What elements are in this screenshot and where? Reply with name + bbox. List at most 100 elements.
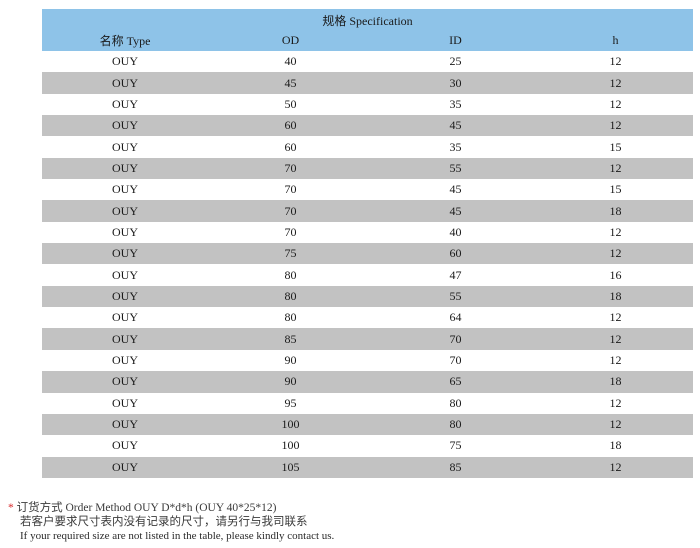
cell-id: 80 <box>373 413 538 436</box>
footnote-star: * <box>8 502 14 514</box>
cell-h: 12 <box>538 328 693 350</box>
table-row: OUY 80 47 16 <box>42 264 693 286</box>
cell-od: 80 <box>208 264 373 286</box>
cell-od: 80 <box>208 307 373 329</box>
cell-od: 80 <box>208 285 373 308</box>
table-row: OUY 70 45 18 <box>42 200 693 222</box>
cell-type: OUY <box>42 349 208 372</box>
cell-id: 45 <box>373 115 538 137</box>
cell-id: 35 <box>373 93 538 116</box>
cell-od: 50 <box>208 93 373 116</box>
table-row: OUY 70 55 12 <box>42 157 693 180</box>
header-h: h <box>538 29 693 51</box>
cell-h: 12 <box>538 157 693 180</box>
table-row: OUY 105 85 12 <box>42 456 693 478</box>
cell-type: OUY <box>42 307 208 329</box>
cell-id: 80 <box>373 392 538 414</box>
cell-od: 40 <box>208 51 373 73</box>
table-row: OUY 40 25 12 <box>42 51 693 73</box>
note-cn: 若客户要求尺寸表内没有记录的尺寸，请另行与我司联系 <box>20 516 308 528</box>
cell-type: OUY <box>42 136 208 158</box>
cell-id: 64 <box>373 307 538 329</box>
table-row: OUY 75 60 12 <box>42 243 693 265</box>
cell-h: 12 <box>538 349 693 372</box>
header-id: ID <box>373 29 538 51</box>
order-method-text: 订货方式 Order Method OUY D*d*h (OUY 40*25*1… <box>16 502 277 514</box>
table-row: OUY 100 80 12 <box>42 413 693 436</box>
table-row: OUY 45 30 12 <box>42 72 693 94</box>
table-row: OUY 90 70 12 <box>42 349 693 372</box>
cell-type: OUY <box>42 115 208 137</box>
cell-od: 90 <box>208 371 373 393</box>
table-row: OUY 60 45 12 <box>42 115 693 137</box>
order-method-line: * 订货方式 Order Method OUY D*d*h (OUY 40*25… <box>8 501 334 515</box>
table-row: OUY 80 55 18 <box>42 285 693 308</box>
table-row: OUY 50 35 12 <box>42 93 693 116</box>
cell-type: OUY <box>42 179 208 201</box>
cell-id: 45 <box>373 179 538 201</box>
cell-type: OUY <box>42 371 208 393</box>
table-row: OUY 80 64 12 <box>42 307 693 329</box>
cell-id: 55 <box>373 285 538 308</box>
cell-type: OUY <box>42 200 208 222</box>
cell-h: 12 <box>538 72 693 94</box>
table-body: OUY 40 25 12 OUY 45 30 12 OUY 50 35 12 OUY 60 45 12 OUY 6… <box>42 51 693 478</box>
cell-h: 12 <box>538 115 693 137</box>
cell-h: 12 <box>538 456 693 478</box>
table-row: OUY 100 75 18 <box>42 435 693 457</box>
cell-od: 45 <box>208 72 373 94</box>
cell-h: 12 <box>538 413 693 436</box>
spec-table: 规格 Specification 名称 Type OD ID h OUY 40 25… <box>42 9 693 478</box>
cell-id: 45 <box>373 200 538 222</box>
cell-id: 55 <box>373 157 538 180</box>
cell-type: OUY <box>42 413 208 436</box>
cell-type: OUY <box>42 456 208 478</box>
cell-type: OUY <box>42 392 208 414</box>
table-row: OUY 85 70 12 <box>42 328 693 350</box>
cell-id: 30 <box>373 72 538 94</box>
table-header-row: 名称 Type OD ID h <box>42 29 693 51</box>
cell-id: 60 <box>373 243 538 265</box>
cell-h: 12 <box>538 51 693 73</box>
cell-id: 70 <box>373 328 538 350</box>
table-title: 规格 Specification <box>42 9 693 29</box>
table-title-row: 规格 Specification <box>42 9 693 29</box>
cell-od: 60 <box>208 136 373 158</box>
cell-type: OUY <box>42 72 208 94</box>
cell-type: OUY <box>42 285 208 308</box>
cell-h: 12 <box>538 93 693 116</box>
cell-h: 12 <box>538 392 693 414</box>
cell-type: OUY <box>42 51 208 73</box>
cell-h: 12 <box>538 221 693 244</box>
table-row: OUY 70 45 15 <box>42 179 693 201</box>
cell-od: 70 <box>208 221 373 244</box>
cell-h: 18 <box>538 435 693 457</box>
cell-od: 75 <box>208 243 373 265</box>
cell-id: 65 <box>373 371 538 393</box>
cell-od: 100 <box>208 435 373 457</box>
cell-od: 70 <box>208 179 373 201</box>
cell-type: OUY <box>42 435 208 457</box>
table-row: OUY 95 80 12 <box>42 392 693 414</box>
cell-h: 12 <box>538 307 693 329</box>
cell-h: 18 <box>538 200 693 222</box>
cell-type: OUY <box>42 93 208 116</box>
header-type: 名称 Type <box>42 29 208 51</box>
cell-h: 18 <box>538 285 693 308</box>
cell-type: OUY <box>42 157 208 180</box>
header-od: OD <box>208 29 373 51</box>
cell-type: OUY <box>42 243 208 265</box>
cell-h: 18 <box>538 371 693 393</box>
cell-id: 85 <box>373 456 538 478</box>
cell-id: 47 <box>373 264 538 286</box>
cell-id: 70 <box>373 349 538 372</box>
cell-od: 100 <box>208 413 373 436</box>
cell-od: 70 <box>208 157 373 180</box>
footnote: * 订货方式 Order Method OUY D*d*h (OUY 40*25… <box>8 501 334 543</box>
cell-od: 70 <box>208 200 373 222</box>
cell-od: 90 <box>208 349 373 372</box>
cell-h: 15 <box>538 136 693 158</box>
table-row: OUY 60 35 15 <box>42 136 693 158</box>
cell-id: 25 <box>373 51 538 73</box>
table-row: OUY 90 65 18 <box>42 371 693 393</box>
